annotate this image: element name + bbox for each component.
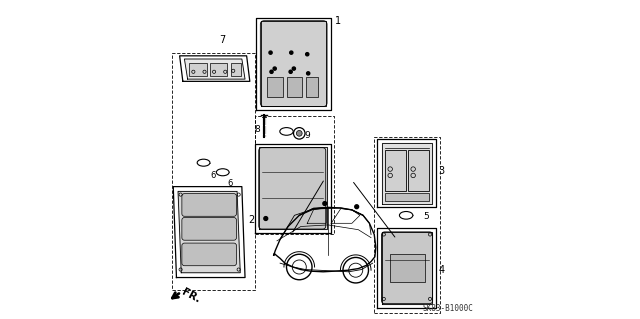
FancyBboxPatch shape (182, 218, 236, 240)
Text: FR.: FR. (180, 287, 202, 305)
Circle shape (355, 205, 358, 209)
Polygon shape (259, 147, 327, 229)
Polygon shape (178, 191, 240, 273)
Text: 9: 9 (304, 131, 310, 140)
Bar (385, 193, 429, 201)
Bar (385, 150, 406, 191)
FancyBboxPatch shape (182, 243, 236, 266)
Text: 8: 8 (254, 125, 260, 134)
Circle shape (289, 70, 292, 73)
Circle shape (323, 202, 326, 205)
Ellipse shape (280, 128, 293, 135)
Text: 6: 6 (227, 179, 233, 188)
Circle shape (307, 72, 310, 75)
Circle shape (270, 70, 273, 73)
Circle shape (269, 51, 272, 54)
FancyBboxPatch shape (381, 232, 433, 304)
Bar (230, 63, 241, 76)
Text: 7: 7 (220, 35, 226, 45)
Text: SK83-B1000C: SK83-B1000C (422, 304, 473, 313)
Text: 1: 1 (335, 16, 341, 26)
FancyBboxPatch shape (182, 194, 236, 216)
Bar (408, 150, 429, 191)
Ellipse shape (399, 211, 413, 219)
Bar (189, 63, 207, 76)
FancyBboxPatch shape (259, 148, 326, 229)
Text: 2: 2 (249, 215, 255, 225)
Text: 5: 5 (424, 212, 429, 221)
Polygon shape (184, 59, 245, 79)
Text: 3: 3 (438, 166, 445, 176)
Polygon shape (381, 143, 432, 204)
FancyBboxPatch shape (260, 21, 327, 107)
Bar (268, 77, 284, 97)
Bar (210, 63, 227, 76)
Circle shape (273, 67, 276, 70)
Text: 4: 4 (438, 264, 445, 275)
Text: 6: 6 (210, 171, 215, 180)
Polygon shape (381, 232, 432, 304)
Bar (287, 77, 303, 97)
Ellipse shape (197, 159, 210, 166)
Bar (390, 254, 424, 282)
Polygon shape (261, 21, 326, 106)
Circle shape (296, 130, 302, 136)
Circle shape (306, 53, 309, 56)
Circle shape (292, 67, 296, 70)
Ellipse shape (216, 169, 229, 176)
Circle shape (264, 217, 268, 220)
Circle shape (290, 51, 293, 54)
Bar (306, 77, 319, 97)
